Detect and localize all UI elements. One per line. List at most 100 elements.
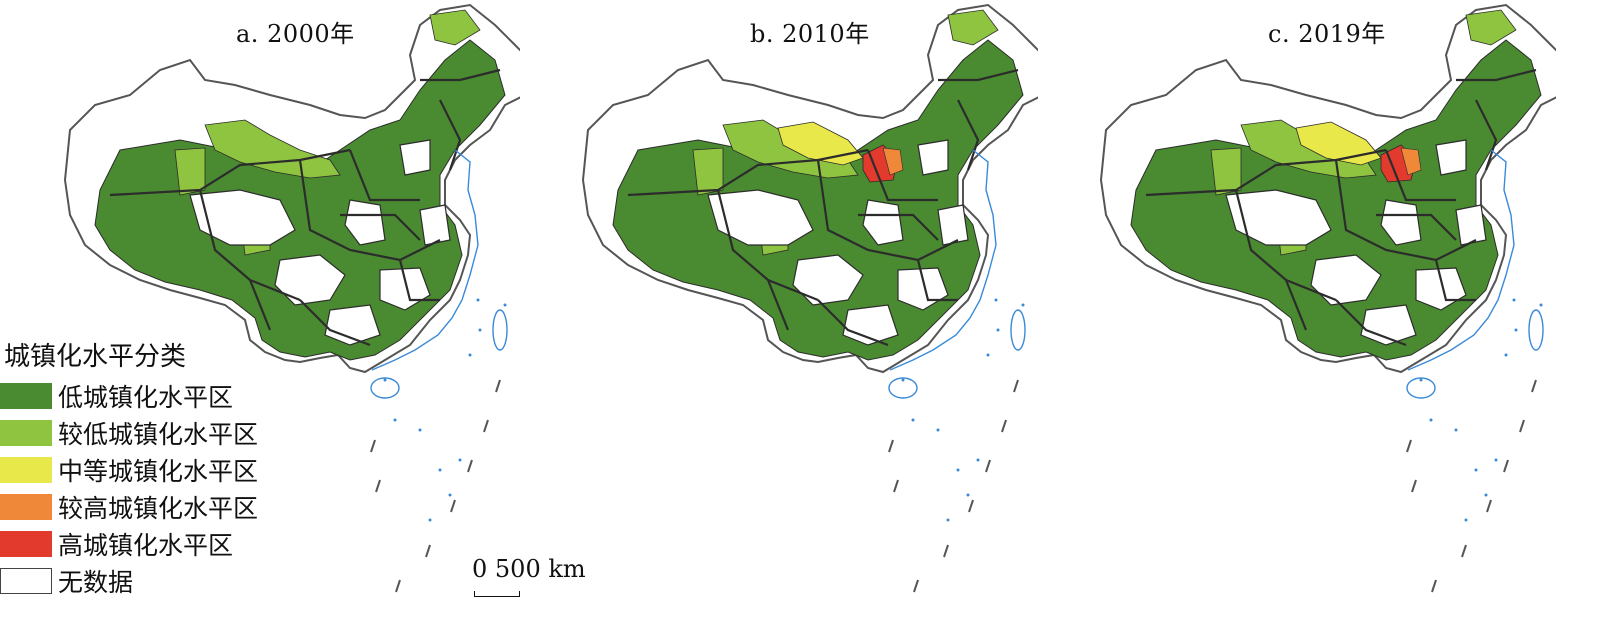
province-border-6 xyxy=(916,259,958,302)
province-border-9 xyxy=(858,213,939,241)
legend-title: 城镇化水平分类 xyxy=(4,342,187,372)
boundary-dash-0 xyxy=(495,379,501,393)
province-border-0 xyxy=(1145,148,1387,197)
legend-swatch-medium xyxy=(0,456,52,483)
province-border-8 xyxy=(420,68,501,82)
small-island-4 xyxy=(1419,378,1423,382)
small-island-2 xyxy=(478,328,482,332)
legend-swatch-relatively-high xyxy=(0,493,52,520)
boundary-dash-1 xyxy=(483,419,489,433)
province-border-6 xyxy=(398,259,440,302)
small-island-6 xyxy=(1454,428,1458,432)
small-island-2 xyxy=(1514,328,1518,332)
legend-label-low: 低城镇化水平区 xyxy=(58,382,234,412)
legend-item-high: 高城镇化水平区 xyxy=(0,525,360,562)
small-island-10 xyxy=(458,458,462,462)
province-border-7 xyxy=(1475,99,1498,171)
boundary-dash-0 xyxy=(1531,379,1537,393)
panel-title-2010: b. 2010年 xyxy=(750,20,870,48)
region-no-data-6 xyxy=(419,204,451,246)
province-border-2 xyxy=(1334,159,1477,262)
legend-item-medium: 中等城镇化水平区 xyxy=(0,451,360,488)
small-island-1 xyxy=(1021,303,1025,307)
legend-swatch-no-data xyxy=(0,567,52,594)
region-relatively-high-north xyxy=(882,147,904,176)
region-no-data-0 xyxy=(707,189,814,246)
region-no-data-5 xyxy=(917,139,949,176)
island-hainan xyxy=(888,377,918,399)
boundary-dash-4 xyxy=(425,544,431,558)
boundary-dash-5 xyxy=(1431,579,1437,593)
small-island-0 xyxy=(476,298,480,302)
boundary-dash-7 xyxy=(375,479,381,493)
boundary-dash-2 xyxy=(1503,459,1509,473)
small-island-5 xyxy=(1429,418,1433,422)
province-border-4 xyxy=(766,279,790,331)
legend-swatch-relatively-low xyxy=(0,419,52,446)
region-no-data-2 xyxy=(1380,199,1422,246)
region-no-data-1 xyxy=(792,254,864,306)
china-map-2019 xyxy=(1099,3,1556,593)
coastline xyxy=(1407,149,1515,371)
province-border-8 xyxy=(938,68,1019,82)
boundary-dash-6 xyxy=(1406,439,1412,453)
region-relatively-low-1 xyxy=(947,9,999,46)
province-border-2 xyxy=(816,159,959,262)
legend-label-high: 高城镇化水平区 xyxy=(58,530,234,560)
boundary-dash-3 xyxy=(968,499,974,513)
legend-item-low: 低城镇化水平区 xyxy=(0,377,360,414)
province-border-0 xyxy=(109,148,351,197)
province-border-9 xyxy=(1376,213,1457,241)
scale-bar: 0 500 km xyxy=(472,555,602,597)
small-island-9 xyxy=(1464,518,1468,522)
region-no-data-0 xyxy=(1225,189,1332,246)
small-island-4 xyxy=(383,378,387,382)
small-island-5 xyxy=(393,418,397,422)
region-no-data-4 xyxy=(324,304,381,346)
island-taiwan xyxy=(492,309,508,351)
region-relatively-low-2 xyxy=(1210,147,1242,196)
province-border-9 xyxy=(340,213,421,241)
province-border-3 xyxy=(1384,149,1456,202)
region-relatively-low-1 xyxy=(1465,9,1517,46)
legend-label-medium: 中等城镇化水平区 xyxy=(58,456,259,486)
small-island-10 xyxy=(976,458,980,462)
boundary-dash-7 xyxy=(893,479,899,493)
legend-label-relatively-low: 较低城镇化水平区 xyxy=(58,419,259,449)
province-border-1 xyxy=(716,189,819,302)
island-taiwan xyxy=(1010,309,1026,351)
small-island-9 xyxy=(428,518,432,522)
map-panel-2000: a. 2000年 xyxy=(0,0,520,620)
province-border-1 xyxy=(1234,189,1337,302)
map-panel-2019: c. 2019年 xyxy=(1036,0,1556,620)
province-border-1 xyxy=(198,189,301,302)
legend-item-no-data: 无数据 xyxy=(0,562,360,599)
boundary-dash-3 xyxy=(450,499,456,513)
region-no-data-5 xyxy=(1435,139,1467,176)
scale-text: 0 500 km xyxy=(472,555,586,583)
map-panel-2010: b. 2010年 xyxy=(518,0,1038,620)
boundary-dash-1 xyxy=(1001,419,1007,433)
small-island-8 xyxy=(1484,493,1488,497)
small-island-3 xyxy=(986,353,990,357)
small-island-0 xyxy=(1512,298,1516,302)
china-map-2010 xyxy=(581,3,1038,593)
small-island-7 xyxy=(438,468,442,472)
region-relatively-low-0 xyxy=(204,119,341,179)
boundary-dash-6 xyxy=(888,439,894,453)
boundary-dash-3 xyxy=(1486,499,1492,513)
small-island-4 xyxy=(901,378,905,382)
province-border-4 xyxy=(248,279,272,331)
region-relatively-low-2 xyxy=(174,147,206,196)
region-no-data-0 xyxy=(189,189,296,246)
region-no-data-2 xyxy=(862,199,904,246)
boundary-dash-5 xyxy=(913,579,919,593)
small-island-1 xyxy=(503,303,507,307)
scale-line xyxy=(474,591,520,597)
region-relatively-high-north xyxy=(1400,147,1422,176)
island-taiwan xyxy=(1528,309,1544,351)
region-no-data-4 xyxy=(1360,304,1417,346)
province-border-5 xyxy=(299,299,371,347)
small-island-8 xyxy=(448,493,452,497)
province-border-0 xyxy=(627,148,869,197)
